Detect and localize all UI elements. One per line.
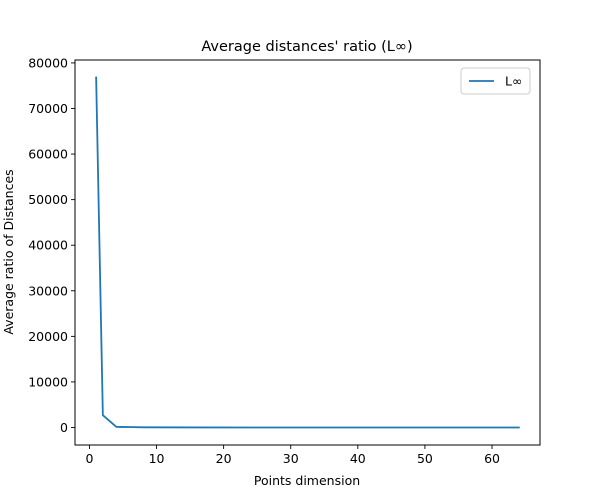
y-tick-label: 40000 [28,238,68,253]
x-tick-label: 0 [85,451,93,466]
y-tick-label: 30000 [28,283,68,298]
legend-label: L∞ [505,74,522,89]
y-tick-label: 60000 [28,147,68,162]
x-axis-label: Points dimension [254,473,360,488]
y-tick-label: 0 [60,420,68,435]
legend: L∞ [461,68,530,94]
x-tick-label: 20 [216,451,232,466]
y-tick-label: 50000 [28,192,68,207]
y-tick-label: 20000 [28,329,68,344]
x-tick-label: 60 [484,451,500,466]
chart-title: Average distances' ratio (L∞) [201,39,412,55]
x-tick-label: 30 [283,451,299,466]
y-tick-label: 10000 [28,374,68,389]
y-axis-label: Average ratio of Distances [1,169,16,334]
x-tick-label: 50 [417,451,433,466]
x-tick-label: 40 [350,451,366,466]
x-tick-label: 10 [149,451,165,466]
y-tick-label: 70000 [28,101,68,116]
y-tick-label: 80000 [28,55,68,70]
